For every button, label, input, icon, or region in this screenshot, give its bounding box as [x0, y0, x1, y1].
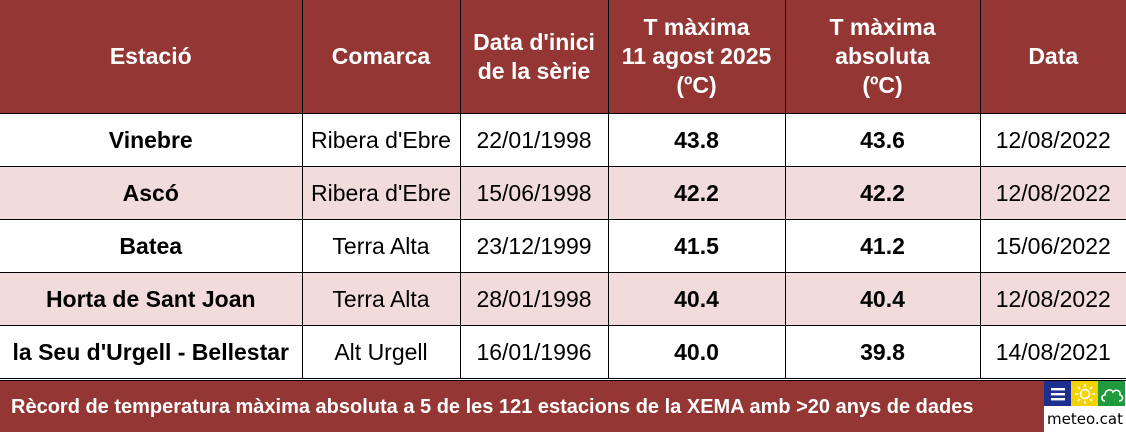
cell-tmax-abs: 39.8: [785, 325, 981, 379]
table-row: Batea Terra Alta 23/12/1999 41.5 41.2 15…: [0, 219, 1126, 273]
header-data-inici: Data d'inici de la sèrie: [460, 0, 609, 114]
cell-data: 15/06/2022: [980, 219, 1126, 273]
table-header-row: Estació Comarca Data d'inici de la sèrie…: [0, 0, 1126, 114]
cell-inici: 16/01/1996: [460, 325, 609, 379]
menu-lines-icon: [1044, 381, 1071, 406]
cell-tmax-2025: 40.0: [608, 325, 786, 379]
cell-data: 12/08/2022: [980, 166, 1126, 220]
header-tmax-2025: T màxima 11 agost 2025 (ºC): [608, 0, 786, 114]
cell-tmax-abs: 41.2: [785, 219, 981, 273]
cell-tmax-2025: 42.2: [608, 166, 786, 220]
table-row: Vinebre Ribera d'Ebre 22/01/1998 43.8 43…: [0, 113, 1126, 167]
cell-estacio: Ascó: [0, 166, 303, 220]
cell-data: 12/08/2022: [980, 113, 1126, 167]
cell-comarca: Ribera d'Ebre: [302, 113, 461, 167]
table-row: la Seu d'Urgell - Bellestar Alt Urgell 1…: [0, 325, 1126, 379]
cell-inici: 28/01/1998: [460, 272, 609, 326]
header-data: Data: [980, 0, 1126, 114]
cell-inici: 23/12/1999: [460, 219, 609, 273]
table-row: Horta de Sant Joan Terra Alta 28/01/1998…: [0, 272, 1126, 326]
cell-data: 14/08/2021: [980, 325, 1126, 379]
cell-comarca: Terra Alta: [302, 219, 461, 273]
cell-comarca: Ribera d'Ebre: [302, 166, 461, 220]
cell-data: 12/08/2022: [980, 272, 1126, 326]
footer-banner: Rècord de temperatura màxima absoluta a …: [0, 380, 1126, 433]
cell-inici: 15/06/1998: [460, 166, 609, 220]
cell-inici: 22/01/1998: [460, 113, 609, 167]
stations-table: Estació Comarca Data d'inici de la sèrie…: [0, 0, 1126, 379]
cloud-icon: [1098, 381, 1125, 406]
table-row: Ascó Ribera d'Ebre 15/06/1998 42.2 42.2 …: [0, 166, 1126, 220]
cell-tmax-2025: 43.8: [608, 113, 786, 167]
meteocat-logo: meteo.cat: [1044, 381, 1126, 433]
footer-caption: Rècord de temperatura màxima absoluta a …: [11, 396, 974, 418]
cell-comarca: Terra Alta: [302, 272, 461, 326]
cell-estacio: la Seu d'Urgell - Bellestar: [0, 325, 303, 379]
header-tmax-absoluta: T màxima absoluta (ºC): [785, 0, 981, 114]
cell-tmax-2025: 40.4: [608, 272, 786, 326]
header-estacio: Estació: [0, 0, 303, 114]
header-comarca: Comarca: [302, 0, 461, 114]
cell-estacio: Batea: [0, 219, 303, 273]
cell-tmax-2025: 41.5: [608, 219, 786, 273]
cell-comarca: Alt Urgell: [302, 325, 461, 379]
cell-tmax-abs: 42.2: [785, 166, 981, 220]
logo-text: meteo.cat: [1047, 410, 1123, 428]
cell-estacio: Horta de Sant Joan: [0, 272, 303, 326]
cell-tmax-abs: 43.6: [785, 113, 981, 167]
cell-estacio: Vinebre: [0, 113, 303, 167]
sun-icon: [1071, 381, 1098, 406]
cell-tmax-abs: 40.4: [785, 272, 981, 326]
